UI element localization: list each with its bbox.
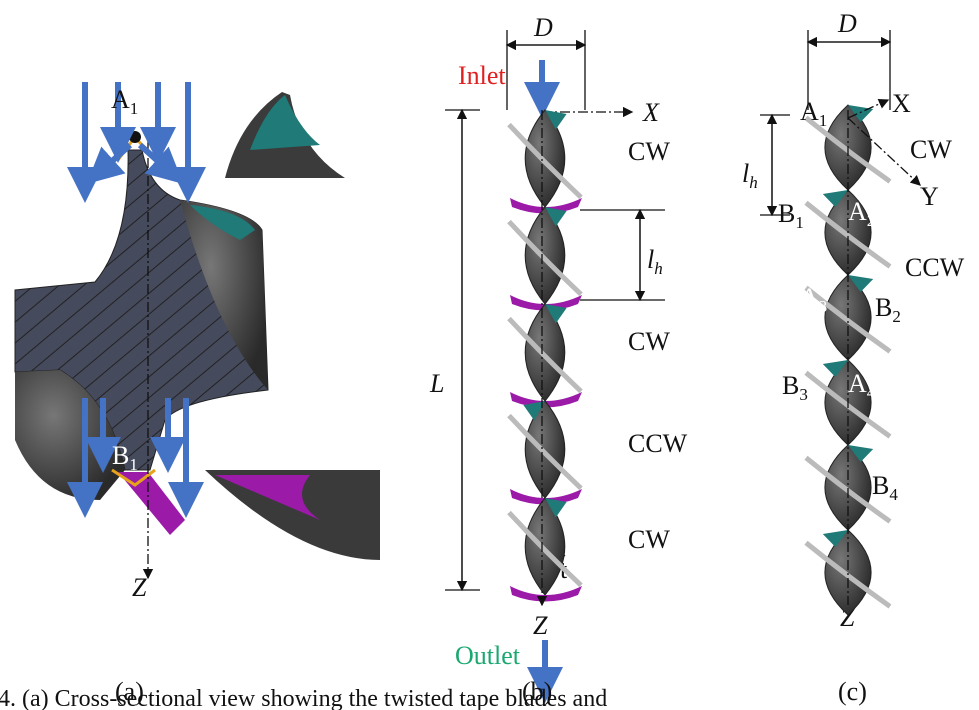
point-label: A2 bbox=[848, 197, 875, 230]
point-label: B3 bbox=[782, 371, 808, 404]
rotation-label: CCW bbox=[905, 253, 965, 282]
axis-label: X bbox=[892, 89, 911, 118]
label-sub: 1 bbox=[795, 213, 804, 232]
label-sub: 2 bbox=[892, 307, 901, 326]
rotation-label: CW bbox=[628, 327, 670, 356]
panel-a: A1 B1 Z (a) bbox=[15, 82, 380, 706]
point-label: A1 bbox=[111, 85, 138, 118]
label-base: A bbox=[800, 97, 819, 126]
point-label: A3 bbox=[800, 283, 827, 316]
label-sub: 3 bbox=[819, 297, 828, 316]
dimension-label: D bbox=[533, 13, 553, 42]
label-sub: 2 bbox=[867, 211, 876, 230]
dimension-label: D bbox=[837, 9, 857, 38]
axis-label: Z bbox=[132, 573, 147, 602]
point-label: A4 bbox=[848, 369, 876, 402]
point-label: A1 bbox=[800, 97, 827, 130]
label-base: B bbox=[875, 293, 892, 322]
dimension-label: L bbox=[429, 369, 444, 398]
panel-caption: (c) bbox=[838, 677, 867, 706]
axis-label: Z bbox=[533, 611, 548, 640]
point-label: B1 bbox=[778, 199, 804, 232]
label-sub: 4 bbox=[889, 485, 898, 504]
label-sub: 3 bbox=[799, 385, 808, 404]
rotation-label: CW bbox=[910, 135, 952, 164]
label-sub: 4 bbox=[867, 383, 876, 402]
axis-label: Y bbox=[920, 182, 939, 211]
label-base: A bbox=[848, 197, 867, 226]
label-sub: h bbox=[749, 173, 758, 192]
dimension-label: lh bbox=[742, 159, 758, 192]
axis-label: X bbox=[642, 98, 660, 127]
outlet-label: Outlet bbox=[455, 641, 521, 670]
point-label: B4 bbox=[872, 471, 898, 504]
label-sub: 1 bbox=[129, 455, 138, 474]
label-base: A bbox=[800, 283, 819, 312]
dimension-label: lh bbox=[647, 245, 663, 278]
label-base: A bbox=[848, 369, 867, 398]
label-base: l bbox=[742, 159, 749, 188]
label-base: A bbox=[111, 85, 130, 114]
label-base: B bbox=[778, 199, 795, 228]
rotation-label: CW bbox=[628, 525, 670, 554]
label-sub: h bbox=[654, 259, 663, 278]
rotation-label: CCW bbox=[628, 429, 688, 458]
label-base: B bbox=[112, 441, 129, 470]
label-base: B bbox=[872, 471, 889, 500]
rotation-label: CW bbox=[628, 137, 670, 166]
point-label: B2 bbox=[875, 293, 901, 326]
label-base: B bbox=[782, 371, 799, 400]
figure: A1 B1 Z (a) D Inlet X L lh t Z Outlet (b… bbox=[0, 0, 979, 710]
label-sub: 1 bbox=[819, 111, 828, 130]
label-base: l bbox=[647, 245, 654, 274]
figure-caption: 4. (a) Cross-sectional view showing the … bbox=[0, 686, 607, 710]
inlet-label: Inlet bbox=[458, 61, 506, 90]
label-sub: 1 bbox=[130, 99, 139, 118]
